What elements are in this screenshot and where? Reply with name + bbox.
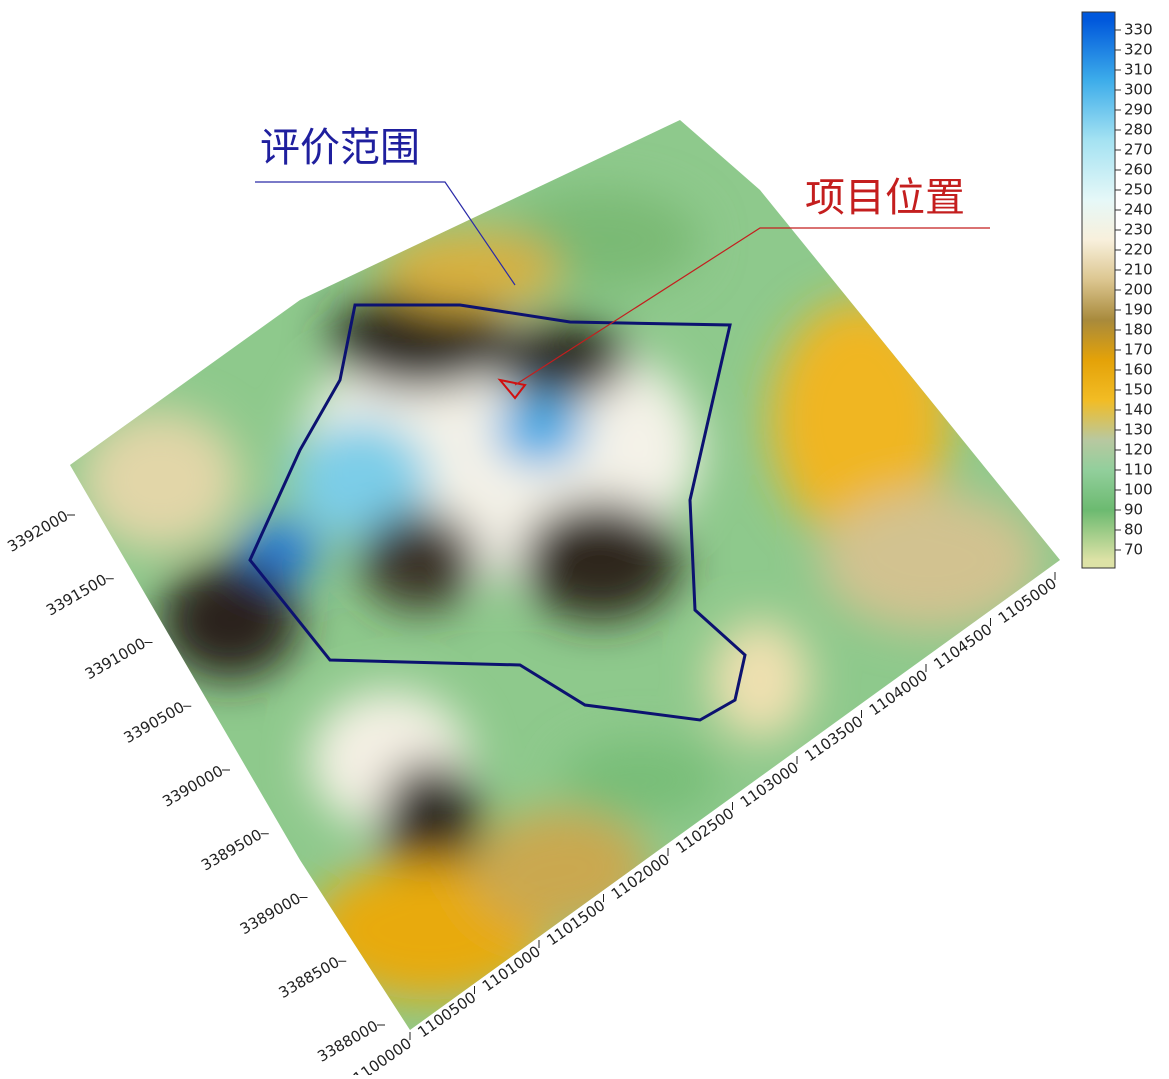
colorbar-tick-label: 70 — [1124, 541, 1143, 559]
colorbar-tick-label: 90 — [1124, 501, 1143, 519]
colorbar-tick-label: 160 — [1124, 361, 1153, 379]
leader-line — [514, 227, 990, 386]
y-tick-label: 3391500 — [43, 571, 110, 620]
assessment-boundary — [248, 303, 747, 722]
colorbar-tick-label: 180 — [1124, 321, 1153, 339]
colorbar-tick-label: 210 — [1124, 261, 1153, 279]
y-tick-label: 3388500 — [276, 953, 343, 1002]
colorbar-tick-label: 300 — [1124, 81, 1153, 99]
colorbar-tick-label: 310 — [1124, 61, 1153, 79]
colorbar-tick-label: 230 — [1124, 221, 1153, 239]
colorbar-tick-label: 170 — [1124, 341, 1153, 359]
colorbar-tick-label: 190 — [1124, 301, 1153, 319]
colorbar-tick-label: 140 — [1124, 401, 1153, 419]
annotation: 评价范围 — [260, 125, 420, 171]
colorbar-tick-label: 250 — [1124, 181, 1153, 199]
colorbar-tick-label: 290 — [1124, 101, 1153, 119]
colorbar-tick-label: 100 — [1124, 481, 1153, 499]
y-tick-label: 3389500 — [198, 826, 265, 875]
colorbar-tick-label: 240 — [1124, 201, 1153, 219]
leader-line — [255, 181, 516, 286]
colorbar-tick-label: 110 — [1124, 461, 1153, 479]
colorbar-tick-label: 280 — [1124, 121, 1153, 139]
colorbar-tick-label: 130 — [1124, 421, 1153, 439]
y-tick-label: 3392000 — [4, 507, 71, 556]
colorbar-tick-label: 220 — [1124, 241, 1153, 259]
colorbar — [1081, 11, 1116, 569]
colorbar-tick-label: 150 — [1124, 381, 1153, 399]
colorbar-tick-label: 80 — [1124, 521, 1143, 539]
colorbar-tick-label: 270 — [1124, 141, 1153, 159]
colorbar-tick-label: 330 — [1124, 21, 1153, 39]
colorbar-tick-label: 120 — [1124, 441, 1153, 459]
y-tick-label: 3390000 — [159, 762, 226, 811]
colorbar-tick-label: 200 — [1124, 281, 1153, 299]
colorbar-tick-label: 260 — [1124, 161, 1153, 179]
colorbar-tick-label: 320 — [1124, 41, 1153, 59]
annotation: 项目位置 — [805, 175, 965, 221]
y-tick-label: 3391000 — [82, 634, 149, 683]
project-site — [497, 378, 527, 400]
y-tick-label: 3390500 — [121, 698, 188, 747]
y-tick-label: 3389000 — [237, 889, 304, 938]
